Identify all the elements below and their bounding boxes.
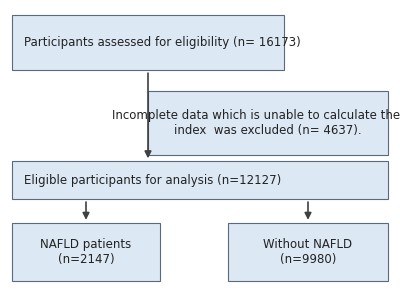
Text: Incomplete data which is unable to calculate the ZJU: Incomplete data which is unable to calcu… <box>112 109 400 122</box>
Text: (n=2147): (n=2147) <box>58 253 114 266</box>
FancyBboxPatch shape <box>12 223 160 281</box>
Text: Eligible participants for analysis (n=12127): Eligible participants for analysis (n=12… <box>24 174 281 187</box>
FancyBboxPatch shape <box>12 15 284 70</box>
FancyBboxPatch shape <box>148 91 388 155</box>
Text: NAFLD patients: NAFLD patients <box>40 238 132 251</box>
Text: Participants assessed for eligibility (n= 16173): Participants assessed for eligibility (n… <box>24 36 301 49</box>
Text: Without NAFLD: Without NAFLD <box>264 238 352 251</box>
FancyBboxPatch shape <box>12 161 388 199</box>
Text: (n=9980): (n=9980) <box>280 253 336 266</box>
Text: index  was excluded (n= 4637).: index was excluded (n= 4637). <box>174 124 362 137</box>
FancyBboxPatch shape <box>228 223 388 281</box>
